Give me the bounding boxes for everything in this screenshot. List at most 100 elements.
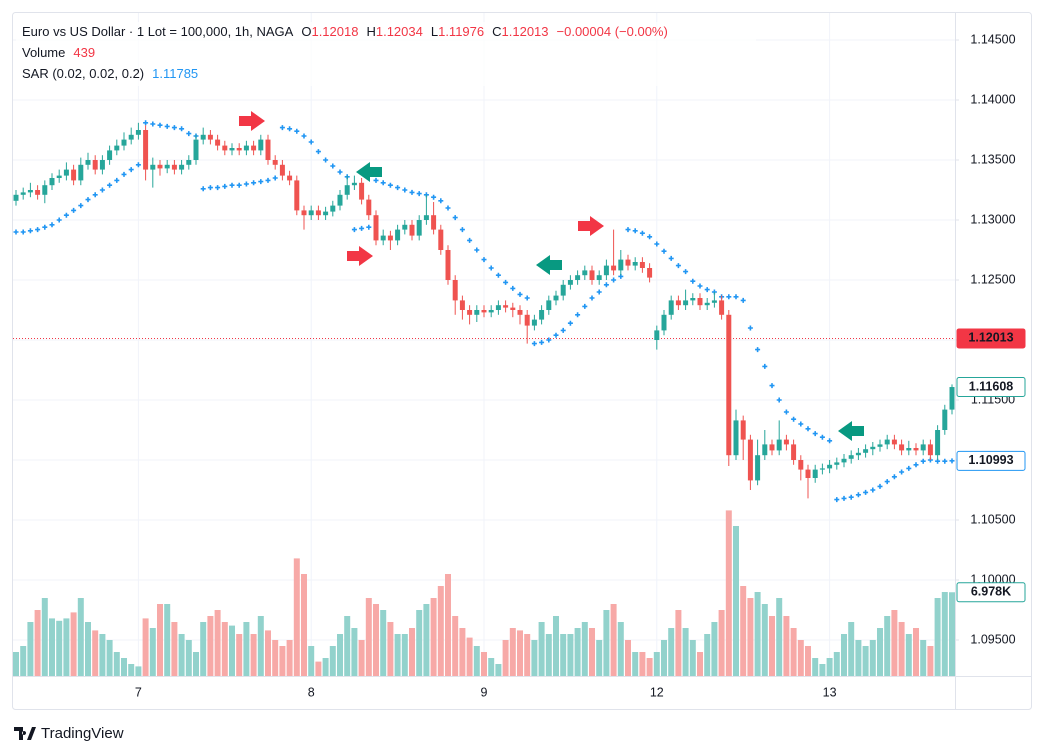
candle-body (841, 458, 847, 463)
candle-body (632, 262, 638, 266)
candle-body (251, 145, 257, 151)
candle-body (164, 164, 170, 169)
sar-point (243, 181, 249, 187)
candle-body (488, 310, 494, 313)
candle-body (92, 160, 98, 170)
candle-body (452, 280, 458, 301)
sar-point (431, 194, 437, 200)
ohlc-value: 1.12018 (311, 24, 358, 39)
candle-body (589, 270, 595, 280)
volume-bar (308, 646, 315, 676)
volume-bar (553, 616, 559, 676)
sar-point (877, 483, 883, 489)
candle-body (49, 178, 55, 186)
candle-body (287, 175, 293, 181)
sar-point (186, 131, 192, 137)
candle-body (344, 185, 350, 195)
buy-arrow (356, 162, 382, 182)
volume-bar (157, 604, 163, 676)
candle-body (78, 164, 84, 181)
volume-bar (891, 610, 898, 676)
volume-bar (466, 637, 473, 676)
candle-body (402, 224, 408, 230)
volume-name: Volume (22, 45, 65, 60)
volume-bar (279, 646, 286, 676)
x-tick-label: 9 (481, 685, 488, 699)
candle-body (20, 192, 26, 195)
candle-body (870, 446, 876, 450)
sar-point (819, 434, 825, 440)
sar-point (63, 212, 69, 218)
volume-bar (668, 628, 675, 676)
symbol: Euro vs US Dollar · 1 Lot = 100,000, 1h,… (22, 24, 294, 39)
volume-bar (387, 622, 394, 676)
candle-body (330, 205, 336, 212)
sar-point (315, 149, 321, 155)
candle-body (42, 185, 48, 195)
sar-point (301, 133, 307, 139)
candle-body (582, 270, 588, 276)
volume-bar (949, 592, 955, 676)
candle-body (395, 229, 401, 241)
candle-body (193, 139, 199, 160)
volume-bar (848, 622, 855, 676)
sar-point (812, 431, 818, 437)
change: −0.00004 (−0.00%) (557, 24, 668, 39)
x-tick-label: 12 (650, 685, 664, 699)
candle-body (387, 235, 393, 241)
volume-bar (545, 634, 552, 676)
volume-bar (603, 610, 610, 676)
candle-body (99, 160, 105, 170)
x-tick-label: 7 (135, 685, 142, 699)
volume-bar (113, 652, 120, 676)
sar-point (207, 185, 213, 191)
volume-bar (41, 598, 48, 676)
sar-point (683, 269, 689, 275)
candle-body (755, 455, 761, 481)
candle-body (546, 300, 552, 310)
candle-body (114, 145, 120, 151)
volume-bar (430, 598, 437, 676)
candle-body (56, 175, 62, 178)
sar-point (222, 183, 228, 189)
candle-body (143, 130, 149, 170)
candle-body (553, 295, 559, 301)
sar-point (567, 320, 573, 326)
volume-bar (646, 658, 653, 676)
volume-bar (733, 526, 739, 676)
volume-bar (704, 634, 711, 676)
candle-body (71, 169, 77, 181)
candle-body (791, 444, 797, 460)
candle-body (625, 259, 631, 266)
sar-value: 1.11785 (152, 66, 198, 81)
candle-body (265, 139, 271, 160)
candle-body (819, 468, 825, 470)
sar-point (438, 198, 444, 204)
ohlc-key: H (366, 24, 375, 39)
ohlc-key: C (492, 24, 501, 39)
sar-point (697, 283, 703, 289)
candle-body (949, 387, 955, 410)
volume-bar (401, 634, 408, 676)
sar-point (467, 237, 473, 243)
candle-body (884, 439, 890, 445)
legend-line: Volume 439 (22, 45, 95, 60)
volume-bar (178, 634, 185, 676)
sar-point (114, 177, 120, 183)
candle-body (13, 194, 19, 201)
volume-bar (416, 610, 423, 676)
candle-body (726, 314, 732, 456)
volume-bar (725, 510, 732, 676)
candle-body (697, 298, 703, 306)
sar-point (474, 247, 480, 253)
volume-bar (34, 610, 41, 676)
volume-bar (488, 658, 495, 676)
volume-bar (934, 598, 941, 676)
ohlc-value: 1.12013 (502, 24, 549, 39)
sar-point (704, 287, 710, 293)
volume-bar (790, 628, 797, 676)
brand: TradingView (14, 725, 124, 742)
sar-point (229, 182, 235, 188)
sar-point (351, 227, 357, 233)
volume-bar (99, 634, 106, 676)
